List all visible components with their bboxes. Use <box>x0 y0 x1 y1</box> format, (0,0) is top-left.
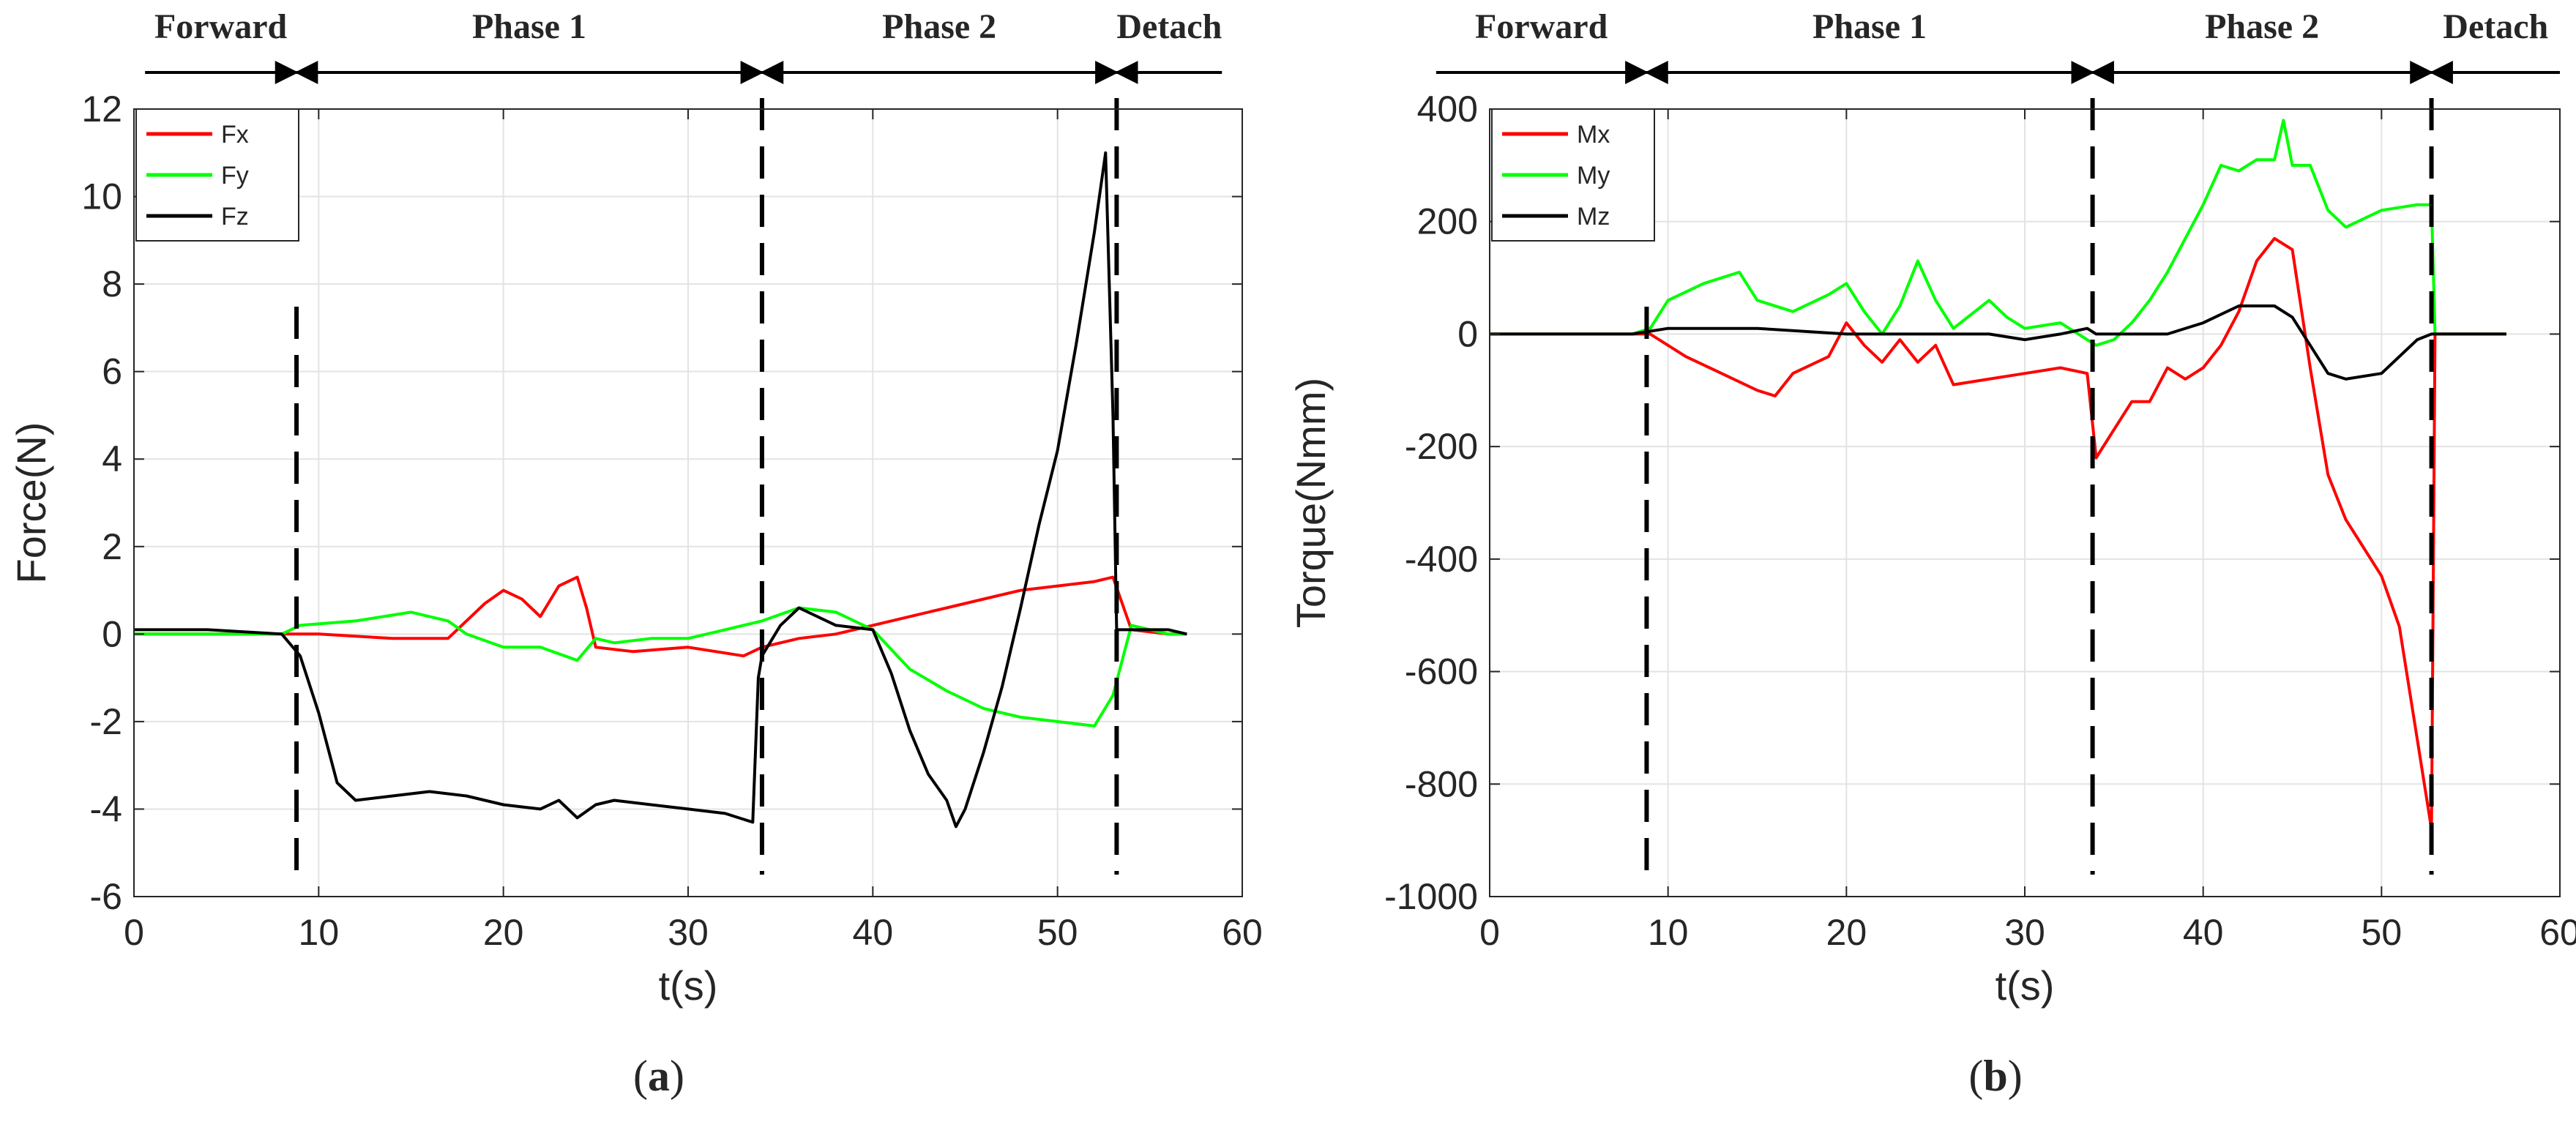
series-line-my <box>1490 119 2506 347</box>
series-line-mz <box>1490 304 2506 381</box>
x-tick-label: 10 <box>1648 912 1689 953</box>
phase-label-detach: Detach <box>1116 7 1222 46</box>
legend-label-my: My <box>1577 162 1610 190</box>
y-tick-label: 2 <box>102 526 122 567</box>
series-line-fy <box>134 606 1187 728</box>
series-line-fx <box>134 575 1187 658</box>
y-tick-label: -4 <box>90 788 122 829</box>
phase-label-phase2: Phase 2 <box>882 7 996 46</box>
y-axis-label: Torque(Nmm) <box>1288 378 1334 628</box>
y-tick-label: -800 <box>1405 763 1478 804</box>
y-tick-label: -400 <box>1405 539 1478 580</box>
y-tick-label: 0 <box>102 613 122 654</box>
y-tick-label: 12 <box>81 89 122 130</box>
x-tick-label: 40 <box>2183 912 2224 953</box>
series-line-mx <box>1490 236 2506 831</box>
x-tick-label: 60 <box>2539 912 2576 953</box>
legend-label-fz: Fz <box>221 203 249 231</box>
x-tick-label: 0 <box>1479 912 1500 953</box>
legend-label-mz: Mz <box>1577 203 1610 231</box>
chart-panel-b: 0 10 20 30 40 50 60 -1000 -800 -600 -400 -200 0 200 40… <box>1288 7 2576 1100</box>
panel-label-a: (a) <box>633 1052 684 1100</box>
y-tick-label: 200 <box>1417 201 1478 242</box>
x-tick-label: 30 <box>668 912 709 953</box>
x-tick-label: 50 <box>2362 912 2403 953</box>
phase-label-phase2: Phase 2 <box>2205 7 2319 46</box>
x-axis-label: t(s) <box>1996 962 2055 1009</box>
phase-label-forward: Forward <box>154 7 288 46</box>
legend-label-mx: Mx <box>1577 121 1610 149</box>
x-tick-label: 30 <box>2004 912 2045 953</box>
legend-label-fx: Fx <box>221 121 249 149</box>
phase-label-phase1: Phase 1 <box>1812 7 1927 46</box>
y-axis-label: Force(N) <box>8 422 54 584</box>
x-tick-label: 20 <box>483 912 524 953</box>
y-tick-label: 400 <box>1417 89 1478 130</box>
chart-panel-a: 0 10 20 30 40 50 60 -6 -4 -2 0 2 4 6 8 10 12 Fx Fy Fz Forw… <box>8 7 1263 1100</box>
y-tick-label: -2 <box>90 701 122 742</box>
x-tick-label: 60 <box>1222 912 1263 953</box>
y-tick-label: 6 <box>102 351 122 392</box>
x-tick-label: 20 <box>1826 912 1867 953</box>
y-tick-label: 4 <box>102 438 122 479</box>
y-tick-label: 10 <box>81 176 122 217</box>
x-tick-label: 0 <box>124 912 144 953</box>
phase-label-phase1: Phase 1 <box>472 7 586 46</box>
y-tick-label: 0 <box>1457 313 1478 354</box>
legend: Mx My Mz <box>1491 108 1655 242</box>
y-tick-label: 8 <box>102 263 122 304</box>
phase-label-detach: Detach <box>2443 7 2548 46</box>
y-tick-label: -600 <box>1405 651 1478 692</box>
legend-label-fy: Fy <box>221 162 249 190</box>
y-tick-label: -1000 <box>1384 876 1478 917</box>
x-tick-label: 10 <box>299 912 340 953</box>
x-tick-label: 40 <box>853 912 894 953</box>
y-tick-label: -200 <box>1405 426 1478 467</box>
panel-label-b: (b) <box>1968 1052 2022 1100</box>
series-line-fz <box>134 151 1187 829</box>
y-tick-label: -6 <box>90 876 122 917</box>
x-tick-label: 50 <box>1037 912 1078 953</box>
phase-label-forward: Forward <box>1475 7 1608 46</box>
legend: Fx Fy Fz <box>135 108 299 242</box>
x-axis-label: t(s) <box>659 962 718 1009</box>
